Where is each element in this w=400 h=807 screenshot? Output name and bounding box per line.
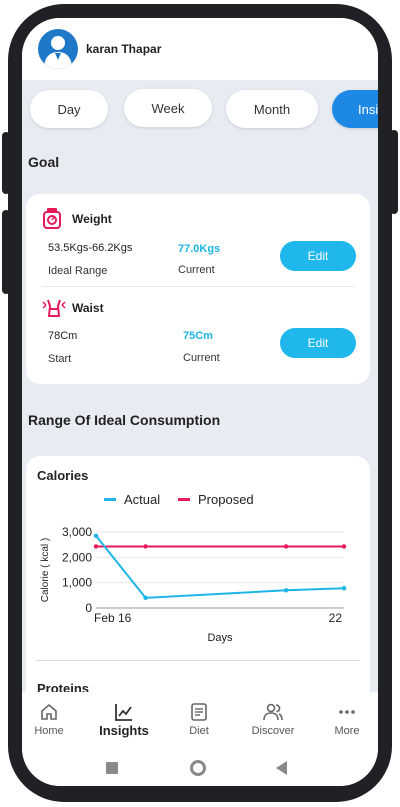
calories-title: Calories	[37, 468, 89, 483]
weight-label: Weight	[72, 212, 112, 226]
calories-card: Calories Actual Proposed 0 1,000 2,000 3,00…	[26, 456, 370, 716]
edit-weight-button[interactable]: Edit	[280, 241, 356, 271]
recents-icon[interactable]	[106, 762, 118, 774]
nav-item-insights[interactable]: Insights	[89, 692, 159, 748]
tab-day[interactable]: Day	[30, 90, 108, 128]
discover-icon	[263, 702, 283, 722]
x-tick-label: Feb 16	[94, 611, 132, 625]
phone-side-button-bottom	[2, 210, 10, 294]
nav-item-discover[interactable]: Discover	[238, 692, 308, 748]
y-tick-label: 3,000	[62, 525, 92, 539]
nav-insights-label: Insights	[99, 723, 149, 738]
nav-home-label: Home	[34, 725, 64, 737]
chart-divider	[36, 660, 360, 661]
app-screen: karan Thapar Day Week Month Insi Goal We…	[22, 18, 378, 786]
home-circle-icon[interactable]	[190, 760, 206, 776]
weight-ideal-range-value: 53.5Kgs-66.2Kgs	[48, 242, 133, 254]
nav-diet-label: Diet	[189, 725, 209, 737]
weight-ideal-range-label: Ideal Range	[48, 265, 108, 277]
data-point-actual	[341, 586, 347, 591]
insights-icon	[114, 702, 134, 722]
calories-chart: 0 1,000 2,000 3,000 Feb 16 22 Days Calorie ( kc…	[40, 525, 347, 644]
home-icon	[39, 702, 59, 722]
legend-proposed-swatch	[178, 498, 190, 501]
y-axis-label: Calorie ( kcal )	[40, 538, 51, 602]
waist-start-label: Start	[48, 353, 72, 365]
phone-side-button-top	[2, 132, 10, 194]
period-tabs: Day Week Month Insi	[26, 88, 378, 128]
nav-item-diet[interactable]: Diet	[164, 692, 234, 748]
series-line-actual	[95, 535, 345, 599]
y-tick-label: 0	[85, 601, 92, 615]
phone-side-button-right	[390, 130, 398, 214]
tab-day-label: Day	[57, 101, 81, 117]
avatar[interactable]	[38, 29, 78, 69]
goal-title: Goal	[28, 154, 60, 170]
bottom-nav: Home Insights Diet Discover More	[22, 692, 378, 748]
tab-month-label: Month	[253, 101, 291, 117]
tab-month[interactable]: Month	[226, 90, 318, 128]
data-point-proposed	[143, 544, 148, 549]
more-icon	[337, 702, 357, 722]
legend-actual-label: Actual	[124, 492, 161, 507]
data-point-actual	[283, 588, 289, 593]
waist-measure-icon	[42, 296, 66, 323]
system-nav-bar	[22, 748, 378, 786]
consumption-title: Range Of Ideal Consumption	[28, 412, 221, 428]
goal-divider	[42, 286, 354, 287]
x-axis-label: Days	[207, 632, 233, 644]
nav-item-more[interactable]: More	[312, 692, 378, 748]
legend-actual: Actual	[104, 492, 160, 507]
tab-week-label: Week	[151, 100, 185, 116]
y-tick-label: 2,000	[62, 550, 92, 564]
data-point-proposed	[93, 544, 99, 549]
legend-actual-swatch	[104, 498, 116, 501]
weight-current-value: 77.0Kgs	[178, 243, 221, 255]
x-tick-label: 22	[329, 611, 343, 625]
waist-label: Waist	[72, 301, 104, 315]
user-name: karan Thapar	[86, 42, 162, 56]
legend-proposed-label: Proposed	[198, 492, 254, 507]
weighing-scale-icon	[42, 207, 62, 234]
diet-icon	[189, 702, 209, 722]
edit-waist-button[interactable]: Edit	[280, 328, 356, 358]
tab-insights-label: Insi	[358, 101, 378, 117]
tab-week[interactable]: Week	[124, 89, 212, 127]
nav-item-home[interactable]: Home	[22, 692, 84, 748]
app-header: karan Thapar	[22, 18, 378, 80]
data-point-proposed	[283, 544, 289, 549]
nav-discover-label: Discover	[251, 725, 295, 737]
back-icon[interactable]	[276, 761, 287, 775]
goal-card: Weight 53.5Kgs-66.2Kgs Ideal Range 77.0K…	[26, 194, 370, 384]
data-point-proposed	[341, 544, 347, 549]
data-point-actual	[143, 595, 148, 601]
nav-more-label: More	[334, 725, 360, 737]
data-point-actual	[93, 533, 99, 538]
waist-current-label: Current	[183, 352, 220, 364]
weight-current-label: Current	[178, 264, 215, 276]
waist-start-value: 78Cm	[48, 330, 78, 342]
y-tick-label: 1,000	[62, 576, 92, 590]
legend-proposed: Proposed	[178, 492, 254, 507]
waist-current-value: 75Cm	[183, 330, 213, 342]
tab-insights[interactable]: Insi	[332, 90, 378, 128]
